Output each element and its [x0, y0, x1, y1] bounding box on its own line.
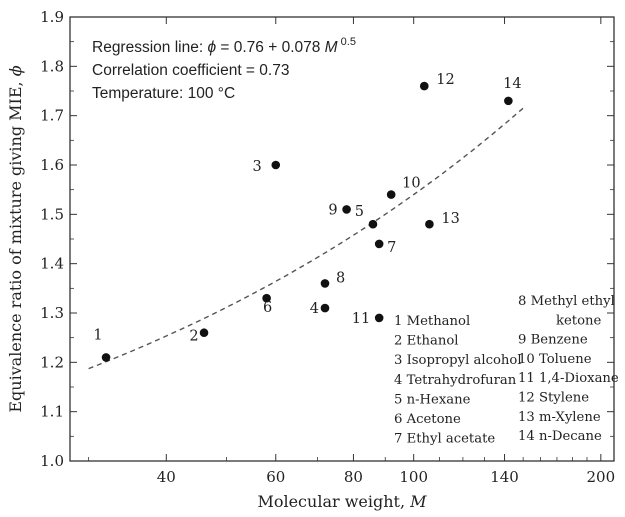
x-tick-label: 200 — [587, 468, 616, 486]
regression-equation: Regression line: ϕ = 0.76 + 0.078 M 0.5 — [92, 36, 356, 56]
data-point-label-4: 4 — [310, 301, 319, 317]
x-tick-label: 140 — [490, 468, 519, 486]
legend-item: 14 n-Decane — [518, 429, 602, 444]
y-tick-label: 1.2 — [40, 353, 64, 371]
data-point-13 — [425, 219, 434, 229]
data-point-label-13: 13 — [441, 211, 459, 227]
data-point-label-7: 7 — [387, 240, 396, 256]
x-tick-label: 40 — [157, 468, 176, 486]
temperature-annotation: Temperature: 100 °C — [92, 85, 235, 102]
y-tick-label: 1.9 — [40, 8, 64, 26]
y-tick-label: 1.8 — [40, 57, 64, 75]
data-point-1 — [101, 353, 111, 362]
legend-item: 6 Acetone — [394, 412, 461, 427]
data-point-3 — [271, 160, 281, 170]
legend-item: ketone — [556, 313, 602, 328]
legend-item: 4 Tetrahydrofuran — [394, 373, 517, 388]
data-point-label-12: 12 — [436, 72, 454, 88]
data-point-5 — [368, 219, 378, 229]
y-axis-title: Equivalence ratio of mixture giving MIE,… — [6, 65, 25, 412]
data-point-label-8: 8 — [336, 270, 345, 286]
axis-ticks — [70, 16, 614, 462]
data-point-9 — [342, 205, 351, 214]
legend-item: 8 Methyl ethyl — [518, 294, 615, 309]
data-points — [101, 81, 513, 362]
legend-item: 10 Toluene — [518, 352, 592, 367]
data-point-label-2: 2 — [189, 329, 198, 345]
data-point-label-6: 6 — [263, 300, 272, 316]
legend-item: 2 Ethanol — [394, 334, 459, 349]
data-point-4 — [320, 303, 330, 313]
y-tick-label: 1.6 — [40, 156, 64, 174]
legend-item: 5 n-Hexane — [394, 392, 471, 407]
y-tick-label: 1.4 — [40, 255, 64, 273]
legend-item: 13 m-Xylene — [518, 410, 601, 425]
data-point-7 — [374, 239, 384, 249]
correlation-annotation: Correlation coefficient = 0.73 — [92, 62, 289, 79]
data-point-10 — [386, 190, 396, 199]
legend-item: 11 1,4-Dioxane — [518, 371, 619, 386]
legend-item: 3 Isopropyl alcohol — [394, 353, 522, 368]
legend-item: 12 Stylene — [518, 391, 589, 406]
y-tick-label: 1.3 — [40, 304, 64, 322]
data-point-label-1: 1 — [93, 327, 102, 343]
legend-item: 7 Ethyl acetate — [394, 432, 495, 447]
regression-line — [88, 107, 524, 370]
data-point-label-11: 11 — [352, 311, 370, 327]
axis-tick-labels: 40 60 80 100 140 200 1.0 1.1 1.2 1.3 1.4 1.5 1.6 1.7 1… — [40, 8, 615, 486]
data-point-label-9: 9 — [328, 202, 337, 218]
data-point-label-5: 5 — [355, 204, 364, 220]
legend-right-column: 8 Methyl ethyl ketone 9 Benzene 10 Toluene 1… — [518, 294, 619, 444]
legend-item: 1 Methanol — [394, 314, 470, 329]
x-tick-label: 80 — [344, 468, 363, 486]
x-tick-label: 100 — [399, 468, 428, 486]
data-point-6 — [262, 293, 271, 303]
data-point-label-3: 3 — [253, 159, 262, 175]
y-tick-label: 1.7 — [40, 107, 64, 125]
data-point-label-10: 10 — [402, 176, 420, 192]
legend-item: 9 Benzene — [518, 333, 588, 348]
data-point-12 — [419, 81, 429, 91]
data-point-8 — [320, 279, 330, 288]
data-point-11 — [374, 313, 384, 323]
data-point-2 — [199, 328, 209, 338]
x-axis-title: Molecular weight, M — [257, 492, 427, 511]
legend-left-column: 1 Methanol 2 Ethanol 3 Isopropyl alcohol 4 … — [394, 314, 522, 447]
y-tick-label: 1.5 — [40, 205, 64, 223]
data-point-label-14: 14 — [503, 76, 521, 92]
y-tick-label: 1.0 — [40, 452, 64, 470]
y-tick-label: 1.1 — [40, 403, 64, 421]
data-point-14 — [504, 96, 513, 106]
x-tick-label: 60 — [266, 468, 285, 486]
